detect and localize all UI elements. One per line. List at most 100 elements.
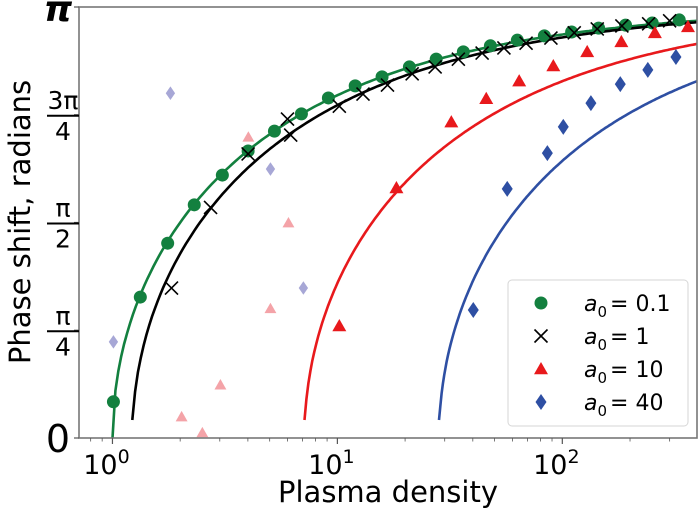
x-data-point	[241, 146, 256, 162]
circle-data-point	[241, 144, 255, 158]
faded-triangle-point	[214, 379, 227, 390]
x-data-point	[543, 30, 558, 46]
circle-data-point	[375, 70, 389, 84]
circle-data-point	[565, 25, 579, 39]
legend-value: = 1	[610, 325, 649, 350]
triangle-data-point	[614, 34, 629, 48]
triangle-data-point	[647, 25, 662, 39]
diamond-data-point	[670, 48, 682, 65]
legend-value: = 10	[610, 358, 663, 383]
triangle-data-point	[580, 44, 595, 58]
triangle-data-point	[680, 19, 695, 33]
circle-data-point	[294, 107, 308, 121]
faded-diamond-point	[165, 86, 176, 100]
faded-triangle-point	[242, 131, 255, 142]
x-data-point	[405, 66, 420, 81]
x-data-point	[590, 21, 605, 37]
diamond-data-point	[501, 180, 513, 197]
x-data-point	[380, 77, 395, 93]
circle-data-point	[106, 395, 120, 409]
legend-circle-icon	[534, 296, 548, 310]
x-axis-label: Plasma density	[278, 475, 498, 509]
circle-data-point	[321, 91, 335, 105]
x-data-point	[355, 86, 371, 102]
x-data-point	[475, 46, 490, 61]
x-data-point	[428, 59, 443, 74]
legend-subscript: 0	[597, 369, 607, 387]
circle-data-point	[133, 290, 147, 304]
diamond-data-point	[557, 118, 569, 135]
legend-value: = 0.1	[610, 292, 670, 317]
x-tick-label: 101	[308, 446, 354, 481]
circle-data-point	[402, 60, 416, 74]
triangle-data-point	[444, 115, 459, 128]
x-tick-base: 10	[308, 450, 342, 481]
circle-data-point	[215, 168, 229, 182]
legend-label: a0 = 0.1	[584, 292, 670, 321]
x-tick-base: 10	[533, 450, 567, 481]
y-tick-label: 0	[46, 417, 70, 461]
legend-label: a0 = 1	[584, 325, 649, 354]
data-markers	[106, 13, 695, 409]
x-data-point	[567, 25, 582, 40]
faded-triangle-point	[196, 426, 209, 438]
y-tick-numerator: π	[55, 301, 70, 330]
y-tick-numerator: 3π	[48, 86, 79, 115]
triangle-data-point	[389, 181, 404, 194]
diamond-data-point	[614, 76, 626, 93]
circle-data-point	[619, 18, 633, 32]
x-tick-exponent: 2	[567, 446, 579, 468]
faded-triangle-point	[175, 410, 188, 422]
legend-subscript: 0	[597, 336, 607, 354]
x-data-point	[451, 52, 466, 67]
circle-data-point	[456, 45, 470, 59]
legend-x-icon	[533, 328, 549, 344]
diamond-data-point	[467, 301, 479, 318]
model-curve	[437, 79, 698, 421]
circle-data-point	[537, 29, 551, 43]
x-tick-label: 102	[533, 446, 579, 481]
legend-label: a0 = 40	[584, 391, 663, 420]
legend-variable: a	[584, 325, 597, 350]
circle-data-point	[510, 33, 524, 47]
faded-triangle-point	[264, 302, 277, 314]
x-data-point	[332, 99, 347, 114]
x-tick-base: 10	[83, 450, 117, 481]
circle-data-point	[161, 236, 175, 250]
y-tick-denominator: 2	[55, 225, 71, 254]
diamond-data-point	[642, 61, 654, 78]
circle-data-point	[645, 16, 659, 30]
y-tick-denominator: 4	[55, 332, 71, 361]
y-axis-label: Phase shift, radians	[3, 80, 37, 364]
x-tick-exponent: 1	[343, 446, 355, 468]
legend-variable: a	[584, 358, 597, 383]
triangle-data-point	[546, 59, 561, 72]
diamond-data-point	[541, 145, 553, 162]
diamond-data-point	[585, 95, 597, 112]
legend-box	[507, 279, 689, 427]
legend-variable: a	[584, 292, 597, 317]
x-data-point	[496, 40, 511, 56]
triangle-data-point	[479, 91, 494, 105]
x-data-point	[283, 127, 298, 143]
legend-subscript: 0	[597, 402, 607, 420]
y-tick-numerator: π	[55, 194, 70, 223]
triangle-data-point	[332, 318, 347, 332]
y-tick-denominator: 4	[55, 117, 71, 146]
x-data-point	[662, 13, 677, 28]
legend-variable: a	[584, 391, 597, 416]
x-data-point	[641, 16, 656, 31]
legend-triangle-icon	[534, 362, 548, 375]
x-data-point	[280, 111, 295, 127]
model-curve	[303, 42, 698, 421]
x-tick-exponent: 0	[118, 446, 130, 468]
legend-value: = 40	[610, 391, 663, 416]
x-data-point	[164, 280, 179, 296]
faded-markers	[108, 86, 309, 438]
faded-diamond-point	[108, 335, 119, 349]
x-axis-ticks: 100 101 102	[83, 438, 671, 481]
circle-data-point	[187, 198, 201, 212]
x-tick-label: 100	[83, 446, 129, 481]
